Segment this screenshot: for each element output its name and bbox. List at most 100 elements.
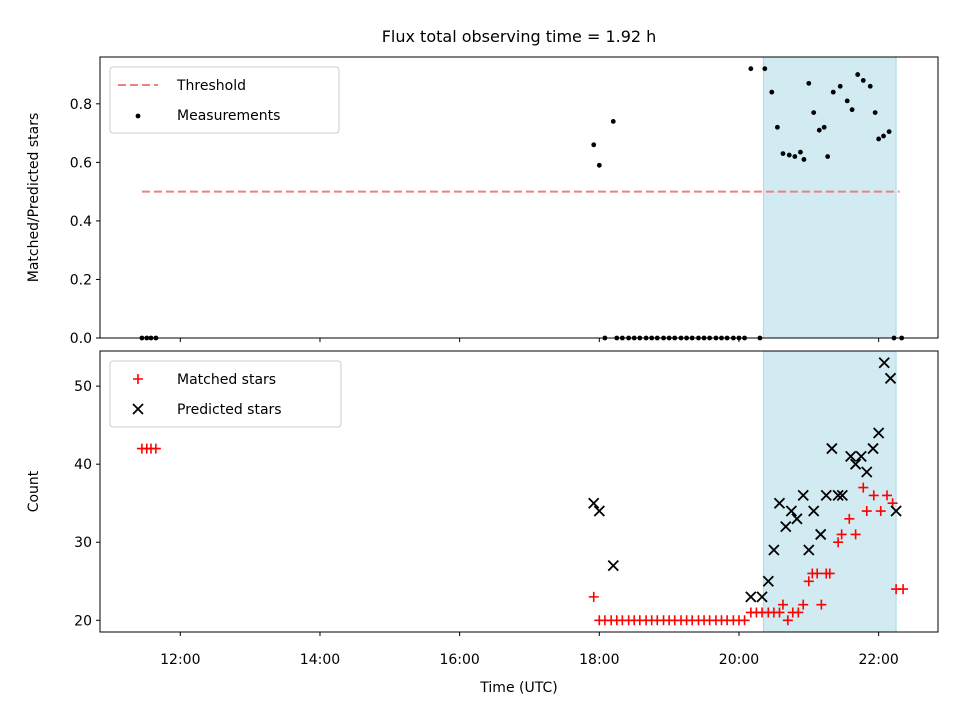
y-tick-label: 0.4 [70,214,92,230]
count-panel: 20 30 40 50 12:00 14:00 16:00 18:00 20:00 22:00 Co… [26,350,939,668]
matched-stars-series [136,443,909,626]
predicted-stars-series [588,357,902,603]
predicted-star-point [836,489,848,502]
legend-matched-swatch [133,374,143,384]
predicted-star-point [785,505,797,517]
legend-box [109,66,340,134]
observing-window-band [762,56,897,339]
y-tick-label: 0.6 [70,155,92,171]
measurement-point [769,89,775,95]
axes-frame [99,56,939,339]
measurement-point [821,124,827,130]
predicted-star-point [588,497,600,509]
matched-star-point [861,506,872,517]
x-tick-label: 22:00 [858,652,898,668]
measurement-point [792,154,798,159]
predicted-star-point [855,450,867,463]
legend: Matched stars Predicted stars [109,360,342,428]
legend-label: Measurements [177,108,280,124]
measurement-point [816,127,822,133]
y-axis-label: Count [26,470,42,512]
legend-predicted-swatch [132,403,144,415]
measurement-point [886,129,892,135]
y-tick-label: 0.8 [70,97,92,113]
predicted-star-point [878,357,890,369]
predicted-star-point [756,591,768,603]
measurement-point [844,98,850,104]
matched-star-point [898,584,909,595]
measurement-point [837,83,843,89]
matched-star-point [868,490,879,501]
predicted-star-point [890,505,902,517]
predicted-star-point [832,489,844,502]
predicted-star-point [873,427,885,439]
y-tick-label: 0.0 [70,331,92,347]
predicted-star-point [861,466,873,478]
matched-star-point [858,482,869,493]
matched-star-point [739,615,750,626]
predicted-star-point [745,591,757,603]
predicted-star-point [791,513,803,525]
measurement-point [596,162,602,168]
measurement-point [881,133,886,139]
measurement-point [855,72,861,77]
measurement-point [872,110,878,116]
matched-star-point [150,443,161,454]
measurement-point [830,89,836,95]
legend-label: Matched stars [177,372,276,388]
measurement-point [849,107,855,113]
measurement-point [762,66,768,72]
legend-label: Threshold [176,78,246,94]
predicted-star-point [797,489,809,502]
predicted-star-point [815,528,827,541]
predicted-star-point [607,560,619,572]
matched-star-point [793,607,804,618]
measurement-point [748,66,754,72]
predicted-star-point [762,575,774,587]
measurement-point [867,83,873,89]
predicted-star-point [845,450,857,463]
measurement-point [811,110,817,116]
predicted-star-point [803,544,815,556]
x-axis-label: Time (UTC) [479,680,557,696]
measurement-point [610,118,616,124]
measurement-point [806,80,812,86]
measurement-point [774,124,780,130]
y-tick-label: 30 [74,535,92,551]
matched-star-point [824,568,835,579]
predicted-star-point [826,442,838,455]
predicted-star-point [780,520,792,533]
y-tick-label: 40 [74,457,92,473]
x-tick-label: 12:00 [160,652,200,668]
y-tick-label: 20 [74,613,92,629]
x-tick-label: 20:00 [719,652,759,668]
matched-star-point [882,490,893,501]
figure-title: Flux total observing time = 1.92 h [382,27,657,46]
measurement-point [786,152,792,158]
matched-star-point [816,599,827,610]
legend-label: Predicted stars [177,402,282,418]
x-tick-label: 14:00 [300,652,340,668]
x-tick-label: 16:00 [439,652,479,668]
measurement-point [860,78,866,83]
matched-star-point [774,607,785,618]
measurement-point [780,151,786,156]
measurement-point [876,136,882,142]
matched-star-point [875,506,886,517]
predicted-star-point [820,489,832,502]
y-tick-label: 0.2 [70,272,92,288]
matched-star-point [836,529,847,540]
predicted-star-point [593,505,605,517]
predicted-star-point [773,497,786,509]
matched-star-point [850,529,861,540]
matched-star-point [803,576,814,587]
measurement-point [825,154,831,159]
ratio-panel: 0.0 0.2 0.4 0.6 0.8 Matched/Predicted stars Th… [26,56,939,347]
measurement-point [591,142,597,148]
predicted-star-point [884,372,897,384]
axes-frame [99,350,939,633]
matched-star-point [588,591,599,602]
y-axis-label: Matched/Predicted stars [26,113,42,283]
measurement-point [798,149,803,155]
